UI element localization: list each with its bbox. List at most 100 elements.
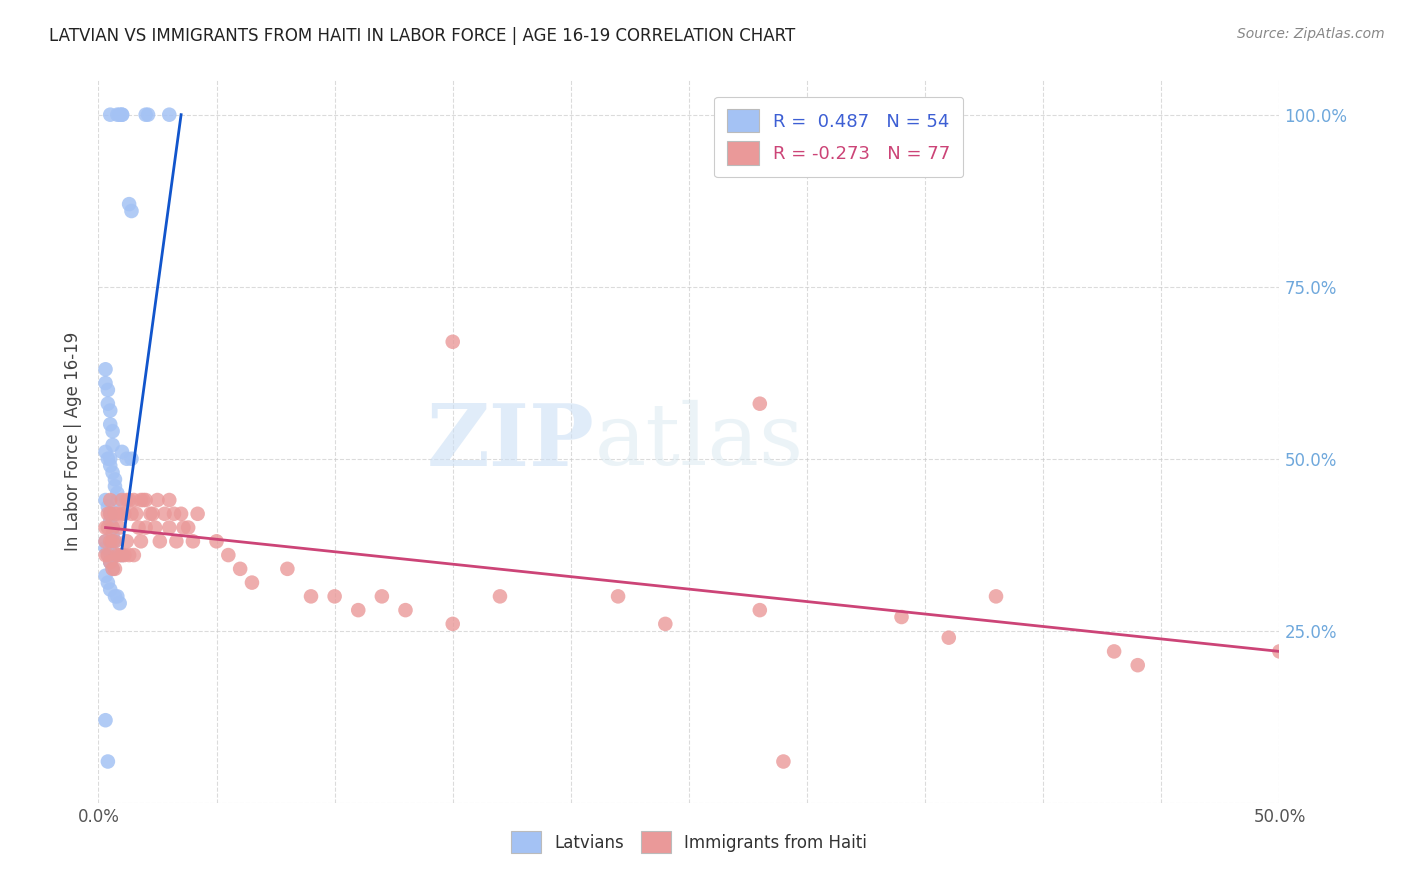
Point bbox=[772, 755, 794, 769]
Point bbox=[97, 451, 120, 466]
Point bbox=[108, 108, 131, 122]
Point bbox=[177, 520, 200, 534]
Point bbox=[323, 590, 346, 604]
Point bbox=[111, 548, 134, 562]
Point bbox=[104, 534, 127, 549]
Point bbox=[94, 445, 117, 459]
Point bbox=[153, 507, 176, 521]
Point bbox=[94, 493, 117, 508]
Point bbox=[105, 493, 128, 508]
Point bbox=[101, 424, 124, 438]
Point bbox=[441, 616, 464, 631]
Point bbox=[135, 493, 157, 508]
Point bbox=[115, 534, 138, 549]
Point bbox=[98, 417, 121, 432]
Point bbox=[101, 520, 124, 534]
Point bbox=[104, 534, 127, 549]
Point bbox=[607, 590, 630, 604]
Point bbox=[98, 507, 121, 521]
Point bbox=[97, 520, 120, 534]
Point bbox=[1268, 644, 1291, 658]
Point bbox=[172, 520, 194, 534]
Point bbox=[125, 507, 148, 521]
Text: atlas: atlas bbox=[595, 400, 804, 483]
Point bbox=[121, 507, 143, 521]
Point bbox=[97, 541, 120, 556]
Point bbox=[98, 555, 121, 569]
Point bbox=[136, 108, 159, 122]
Point bbox=[104, 590, 127, 604]
Point bbox=[157, 493, 180, 508]
Point bbox=[98, 534, 121, 549]
Point bbox=[217, 548, 239, 562]
Text: ZIP: ZIP bbox=[426, 400, 595, 483]
Point bbox=[98, 507, 121, 521]
Point bbox=[94, 534, 117, 549]
Point bbox=[276, 562, 298, 576]
Point bbox=[187, 507, 209, 521]
Point bbox=[157, 108, 180, 122]
Point bbox=[146, 493, 169, 508]
Point bbox=[347, 603, 370, 617]
Point bbox=[97, 507, 120, 521]
Point bbox=[143, 520, 166, 534]
Point bbox=[98, 108, 121, 122]
Point bbox=[101, 466, 124, 480]
Point bbox=[135, 520, 157, 534]
Point bbox=[890, 610, 912, 624]
Point bbox=[115, 451, 138, 466]
Point bbox=[105, 486, 128, 500]
Point bbox=[1126, 658, 1149, 673]
Point bbox=[181, 534, 204, 549]
Point bbox=[98, 451, 121, 466]
Point bbox=[94, 362, 117, 376]
Point bbox=[97, 383, 120, 397]
Point bbox=[105, 108, 128, 122]
Point bbox=[748, 397, 770, 411]
Point bbox=[240, 575, 263, 590]
Point bbox=[229, 562, 252, 576]
Point bbox=[101, 520, 124, 534]
Point bbox=[111, 108, 134, 122]
Point bbox=[104, 562, 127, 576]
Point bbox=[129, 493, 152, 508]
Point bbox=[748, 603, 770, 617]
Point bbox=[97, 397, 120, 411]
Point bbox=[94, 541, 117, 556]
Point bbox=[101, 534, 124, 549]
Point bbox=[104, 472, 127, 486]
Point bbox=[299, 590, 322, 604]
Point bbox=[98, 514, 121, 528]
Point bbox=[118, 197, 141, 211]
Point bbox=[170, 507, 193, 521]
Point bbox=[104, 479, 127, 493]
Point bbox=[98, 403, 121, 417]
Point bbox=[105, 548, 128, 562]
Point bbox=[129, 534, 152, 549]
Point bbox=[105, 507, 128, 521]
Point bbox=[101, 438, 124, 452]
Point bbox=[139, 507, 162, 521]
Point bbox=[98, 555, 121, 569]
Point bbox=[121, 204, 143, 219]
Point bbox=[94, 568, 117, 582]
Point bbox=[111, 108, 134, 122]
Point bbox=[112, 548, 135, 562]
Legend: Latvians, Immigrants from Haiti: Latvians, Immigrants from Haiti bbox=[505, 825, 873, 860]
Point bbox=[122, 493, 145, 508]
Point bbox=[121, 451, 143, 466]
Point bbox=[97, 755, 120, 769]
Point bbox=[98, 541, 121, 556]
Point bbox=[101, 562, 124, 576]
Point bbox=[97, 575, 120, 590]
Point bbox=[101, 527, 124, 541]
Point bbox=[94, 713, 117, 727]
Point bbox=[1102, 644, 1125, 658]
Point bbox=[163, 507, 186, 521]
Point bbox=[115, 493, 138, 508]
Point bbox=[128, 520, 150, 534]
Point bbox=[94, 376, 117, 390]
Point bbox=[98, 493, 121, 508]
Point bbox=[149, 534, 172, 549]
Point bbox=[118, 493, 141, 508]
